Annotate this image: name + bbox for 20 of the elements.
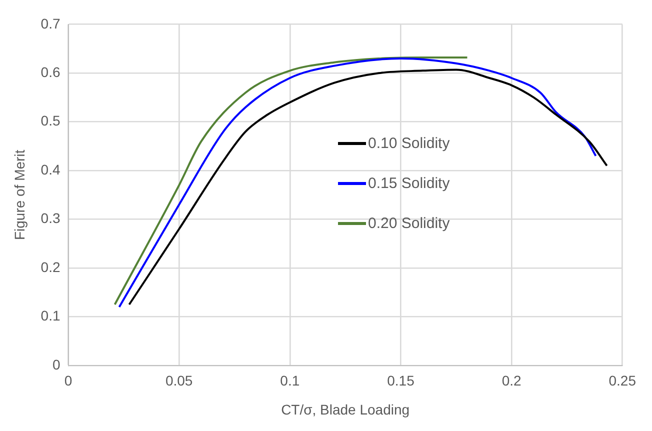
x-axis-title: CT/σ, Blade Loading	[281, 401, 410, 418]
y-tick-label: 0.3	[40, 210, 60, 226]
y-axis-title: Figure of Merit	[11, 150, 28, 240]
y-tick-label: 0.6	[40, 64, 60, 80]
y-tick-label: 0.2	[40, 258, 60, 275]
x-tick-label: 0	[64, 372, 72, 389]
x-tick-label: 0.2	[502, 372, 522, 389]
y-tick-label: 0.4	[40, 161, 60, 178]
x-tick-label: 0.15	[387, 372, 415, 389]
legend-label: 0.20 Solidity	[368, 214, 450, 232]
y-tick-label: 0.1	[40, 308, 60, 324]
legend-label: 0.10 Solidity	[368, 134, 450, 152]
y-tick-label: 0.7	[40, 15, 60, 32]
line-series	[114, 56, 468, 306]
x-tick-label: 0.25	[608, 372, 636, 389]
y-tick-label: 0.5	[40, 112, 60, 129]
legend-label: 0.15 Solidity	[368, 174, 450, 192]
y-tick-label: 0	[52, 356, 60, 372]
x-tick-label: 0.1	[280, 372, 300, 389]
x-tick-label: 0.05	[165, 372, 193, 389]
